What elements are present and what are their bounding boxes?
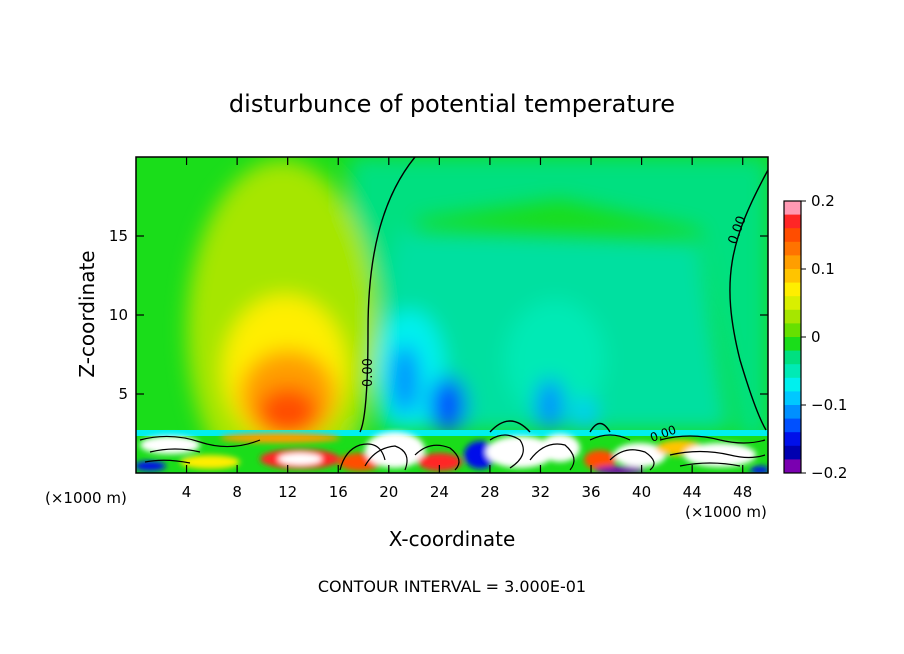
colorbar-swatch: [784, 418, 801, 433]
colorbar-swatch: [784, 405, 801, 420]
colorbar-swatch: [784, 214, 801, 229]
boundary-layer: [136, 430, 768, 473]
colorbar-tick-label: −0.2: [811, 464, 847, 482]
cool-cell-3: [505, 300, 605, 420]
zero-contour-west: [359, 157, 416, 433]
colorbar-swatch: [784, 350, 801, 365]
x-tick-label: 28: [480, 483, 499, 501]
y-tick-label: 10: [109, 306, 128, 324]
colorbar-swatch: [784, 337, 801, 352]
x-tick-label: 40: [632, 483, 651, 501]
zero-contour-low-2: [589, 422, 611, 433]
x-tick-label: 8: [232, 483, 242, 501]
colorbar-swatch: [784, 445, 801, 460]
colorbar-swatch: [784, 282, 801, 297]
colorbar-swatch: [784, 459, 801, 474]
boundary-layer-top-band: [136, 430, 768, 436]
cool-region-east: [350, 157, 768, 440]
colorbar-swatch: [784, 432, 801, 447]
colorbar-swatch: [784, 309, 801, 324]
colorbar-tick-label: −0.1: [811, 396, 847, 414]
colorbar-swatch: [784, 269, 801, 284]
x-unit-right: (×1000 m): [685, 503, 767, 521]
plot-area: 0.00 0.00 0.00: [136, 157, 768, 473]
boundary-layer-contours: [139, 434, 766, 471]
contour-label-1: 0.00: [361, 358, 376, 387]
cool-cell-1-core: [391, 345, 419, 415]
colorbar-swatch: [784, 228, 801, 243]
colorbar-swatch: [784, 364, 801, 379]
x-tick-label: 44: [683, 483, 702, 501]
zero-contour-low: [489, 420, 531, 433]
cool-cell-3-core: [536, 379, 564, 431]
x-tick-label: 20: [379, 483, 398, 501]
colorbar-swatch: [784, 323, 801, 338]
colorbar-tick-label: 0.2: [811, 192, 835, 210]
x-tick-label: 24: [430, 483, 449, 501]
y-tick-label: 5: [118, 385, 128, 403]
y-axis: 5 10 15: [109, 227, 768, 403]
contour-interval-note: CONTOUR INTERVAL = 3.000E-01: [318, 577, 586, 596]
colorbar-swatch: [784, 255, 801, 270]
colorbar: 0.2 0.1 0 −0.1 −0.2: [783, 192, 847, 482]
colorbar-swatch: [784, 391, 801, 406]
colorbar-swatch: [784, 241, 801, 256]
colorbar-swatch: [784, 377, 801, 392]
warm-plume-core: [258, 387, 318, 437]
cool-cell-2: [430, 377, 466, 433]
zero-contours: [359, 157, 768, 433]
y-tick-label: 15: [109, 227, 128, 245]
cool-cell-4: [575, 397, 595, 433]
y-axis-label: Z-coordinate: [75, 250, 99, 377]
colorbar-swatch: [784, 296, 801, 311]
x-unit-left: (×1000 m): [45, 489, 127, 507]
colorbar-swatch: [784, 201, 801, 216]
colorbar-tick-label: 0.1: [811, 260, 835, 278]
x-axis: 4 8 12 16 20 24 28 32 36 40 44 48: [182, 157, 752, 501]
chart-title: disturbunce of potential temperature: [229, 90, 675, 118]
x-tick-label: 48: [733, 483, 752, 501]
x-tick-label: 12: [278, 483, 297, 501]
x-tick-label: 36: [581, 483, 600, 501]
x-tick-label: 4: [182, 483, 192, 501]
x-tick-label: 32: [531, 483, 550, 501]
x-tick-label: 16: [329, 483, 348, 501]
zero-contour-east: [729, 169, 768, 431]
x-axis-label: X-coordinate: [389, 527, 516, 551]
colorbar-tick-label: 0: [811, 328, 821, 346]
